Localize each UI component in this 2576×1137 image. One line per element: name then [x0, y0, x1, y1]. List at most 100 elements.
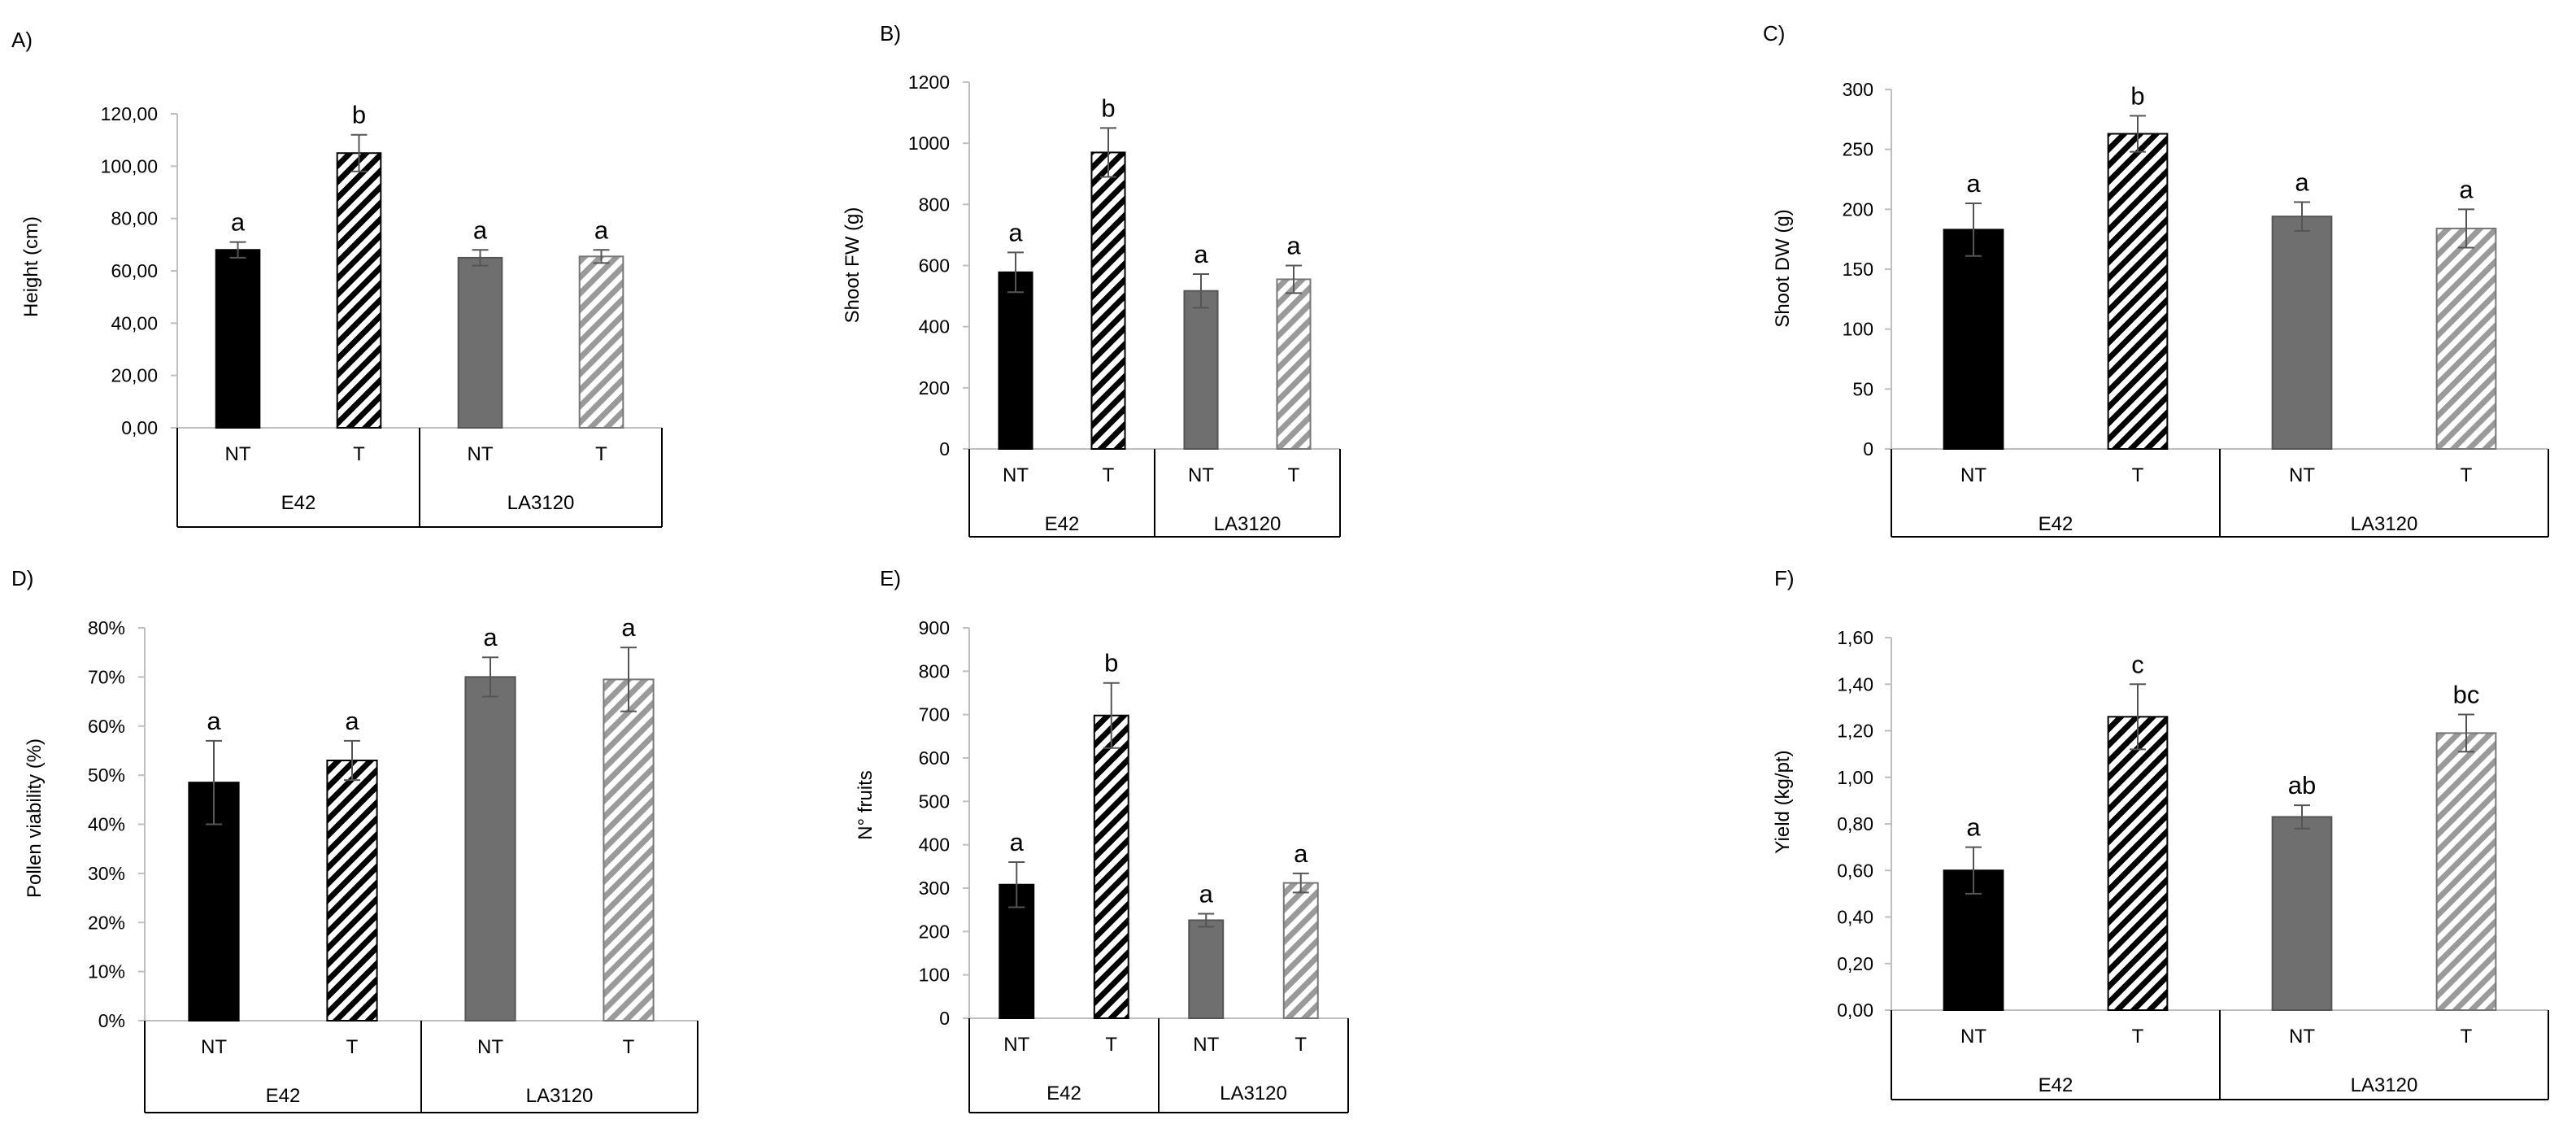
category-label: T: [346, 1036, 359, 1058]
bar: [2107, 716, 2169, 1011]
y-tick-label: 300: [1843, 79, 1873, 100]
significance-letter: a: [1194, 240, 1208, 268]
category-label: NT: [1960, 464, 1986, 486]
y-tick-label: 0%: [98, 1010, 125, 1031]
significance-letter: a: [1008, 218, 1023, 246]
group-label: LA3120: [2351, 1074, 2418, 1096]
category-label: T: [2461, 464, 2473, 486]
category-label: T: [2132, 464, 2144, 486]
panel-label: D): [11, 566, 33, 590]
category-label: NT: [225, 443, 251, 465]
bar: [2435, 227, 2497, 450]
y-tick-label: 600: [919, 255, 950, 277]
y-tick-label: 1000: [908, 133, 950, 154]
bar: [1282, 882, 1319, 1019]
group-label: E42: [1046, 1083, 1081, 1104]
y-tick-label: 700: [919, 704, 950, 725]
y-tick-label: 20%: [88, 912, 125, 933]
significance-letter: c: [2131, 650, 2144, 678]
bar: [457, 256, 503, 429]
y-tick-label: 100,00: [101, 155, 158, 176]
significance-letter: a: [207, 707, 221, 735]
y-tick-label: 20,00: [111, 365, 158, 386]
panel-a: A) Height (cm) 0,00 20,00 40,00 60,00 80,00 1…: [11, 28, 663, 528]
category-label: NT: [2289, 1026, 2315, 1048]
significance-letter: b: [1104, 649, 1118, 677]
panel-d: D) Pollen viability (%) 0% 10% 20% 30% 40% 50…: [11, 566, 698, 1113]
bar: [1093, 714, 1129, 1019]
y-tick-label: 50%: [88, 765, 125, 786]
category-label: NT: [1193, 1034, 1219, 1056]
category-label: T: [1295, 1034, 1307, 1056]
y-tick-label: 1,00: [1837, 767, 1873, 788]
y-axis-label: N° fruits: [855, 770, 877, 840]
category-label: T: [2132, 1026, 2144, 1048]
y-tick-label: 100: [1843, 319, 1873, 340]
panel-label: C): [1763, 21, 1785, 46]
y-tick-label: 0,60: [1837, 860, 1873, 881]
significance-letter: a: [594, 216, 609, 244]
group-label: E42: [2039, 513, 2073, 535]
significance-letter: a: [1010, 828, 1025, 856]
bar: [998, 271, 1033, 451]
y-tick-label: 150: [1843, 259, 1873, 280]
significance-letter: a: [231, 208, 246, 237]
bar: [464, 676, 516, 1022]
y-tick-label: 1,20: [1837, 721, 1873, 742]
y-tick-label: 0,80: [1837, 813, 1873, 834]
significance-letter: a: [2459, 175, 2474, 203]
y-tick-label: 200: [919, 921, 950, 942]
y-tick-label: 120,00: [101, 103, 158, 124]
group-label: E42: [266, 1085, 301, 1107]
y-tick-label: 250: [1843, 139, 1873, 160]
significance-letter: ab: [2288, 771, 2316, 799]
panel-label: F): [1774, 566, 1795, 590]
bar: [578, 255, 624, 429]
y-tick-label: 0,00: [1837, 1000, 1873, 1021]
y-tick-label: 400: [919, 834, 950, 856]
group-label: LA3120: [2351, 513, 2418, 535]
y-tick-label: 80%: [88, 617, 125, 638]
bar: [215, 249, 261, 429]
y-tick-label: 30%: [88, 863, 125, 884]
y-tick-label: 70%: [88, 666, 125, 687]
significance-letter: a: [1966, 813, 1981, 842]
group-label: LA3120: [507, 492, 575, 514]
category-label: T: [1103, 464, 1115, 486]
significance-letter: b: [1101, 94, 1115, 122]
y-tick-label: 0,00: [121, 417, 158, 438]
group-label: E42: [281, 492, 316, 514]
y-tick-label: 0: [939, 438, 950, 460]
category-label: NT: [1188, 464, 1214, 486]
panel-label: B): [880, 21, 901, 46]
y-tick-label: 100: [919, 965, 950, 986]
category-label: T: [1105, 1034, 1117, 1056]
y-tick-label: 80,00: [111, 208, 158, 229]
y-tick-label: 500: [919, 791, 950, 812]
panel-b: B) Shoot FW (g) 0 200 400 600 800 1000 1200 a NT…: [842, 21, 1341, 538]
y-tick-label: 200: [1843, 198, 1873, 220]
bar: [603, 678, 655, 1022]
significance-letter: a: [483, 623, 498, 651]
y-axis-label: Shoot DW (g): [1772, 209, 1794, 327]
y-tick-label: 800: [919, 194, 950, 215]
significance-letter: a: [1294, 839, 1308, 868]
category-label: NT: [1003, 464, 1029, 486]
panel-label: A): [11, 28, 33, 52]
bar: [1276, 278, 1312, 450]
y-tick-label: 900: [919, 617, 950, 638]
category-label: NT: [468, 443, 494, 465]
category-label: T: [353, 443, 365, 465]
y-tick-label: 800: [919, 660, 950, 682]
panel-label: E): [880, 566, 901, 590]
category-label: T: [623, 1036, 635, 1058]
y-tick-label: 40,00: [111, 312, 158, 333]
bar: [2271, 816, 2333, 1011]
category-label: NT: [201, 1036, 227, 1058]
category-label: T: [1288, 464, 1300, 486]
y-tick-label: 1,40: [1837, 673, 1873, 695]
bar: [336, 152, 382, 429]
significance-letter: a: [1286, 232, 1301, 260]
group-label: E42: [2039, 1074, 2073, 1096]
